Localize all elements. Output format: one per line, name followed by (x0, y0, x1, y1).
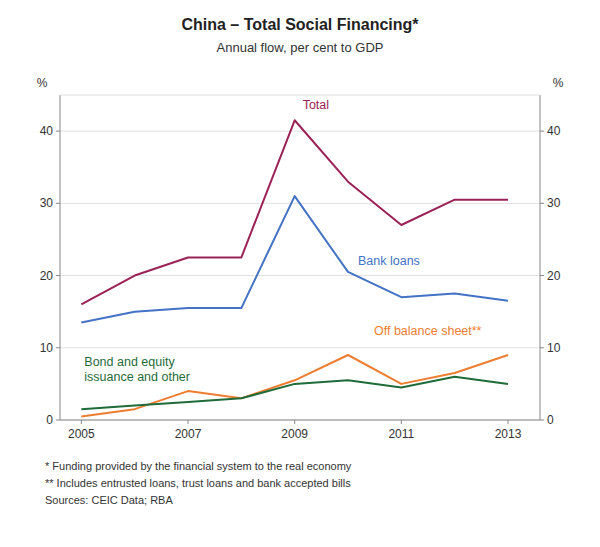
x-tick-label: 2011 (388, 427, 414, 441)
y2-tick (540, 203, 544, 204)
x-tick-label: 2005 (68, 427, 95, 441)
x-tick-label: 2013 (495, 427, 522, 441)
y2-tick (540, 347, 544, 348)
direct-labels: Total Bank loans Off balance sheet** Bond a… (84, 98, 481, 383)
y-tick (56, 131, 60, 132)
y2-tick-label: 10 (547, 341, 561, 355)
series-line (81, 355, 508, 416)
series-label: Off balance sheet** (374, 324, 482, 338)
y-tick (56, 347, 60, 348)
series-label: Bond and equityissuance and other (84, 355, 190, 384)
y-axis-label: % (37, 76, 48, 90)
title: China – Total Social Financing* (181, 16, 419, 33)
y-tick-label: 0 (46, 413, 53, 427)
x-tick-label: 2007 (175, 427, 202, 441)
footnote: Sources: CEIC Data; RBA (45, 494, 173, 506)
y-axis-line (60, 95, 61, 420)
x-tick (401, 420, 402, 424)
y-tick-label: 40 (40, 124, 54, 138)
grid (60, 131, 540, 420)
y2-axis-label: % (553, 76, 564, 90)
y2-tick (540, 275, 544, 276)
series-lines (81, 120, 508, 416)
x-axis-line (60, 420, 540, 421)
grid-line (60, 347, 540, 348)
x-tick (294, 420, 295, 424)
series-label: Bank loans (358, 254, 420, 268)
chart: China – Total Social Financing* Annual fl… (0, 0, 600, 547)
x-tick (188, 420, 189, 424)
y2-tick-label: 30 (547, 196, 561, 210)
series-line (81, 120, 508, 304)
y2-axis-line (540, 95, 541, 420)
y-tick (56, 420, 60, 421)
footnote: ** Includes entrusted loans, trust loans… (45, 477, 351, 489)
x-tick-label: 2009 (281, 427, 308, 441)
grid-line (60, 420, 540, 421)
series-line (81, 196, 508, 322)
grid-line (60, 131, 540, 132)
footnote: * Funding provided by the financial syst… (45, 460, 352, 472)
plot-top-line (60, 95, 540, 96)
y2-tick-label: 20 (547, 269, 561, 283)
y-tick (56, 203, 60, 204)
x-tick (81, 420, 82, 424)
y2-tick (540, 131, 544, 132)
y2-tick-label: 40 (547, 124, 561, 138)
axes: 0 10 20 30 40 0 10 20 30 40 2005 2007 2009 2011 2013 (40, 95, 561, 441)
x-tick (508, 420, 509, 424)
y2-tick (540, 420, 544, 421)
series-label: Total (303, 98, 329, 112)
y-tick-label: 20 (40, 269, 54, 283)
y-tick-label: 30 (40, 196, 54, 210)
subtitle: Annual flow, per cent to GDP (217, 40, 384, 55)
y-tick (56, 275, 60, 276)
y-tick-label: 10 (40, 341, 54, 355)
y2-tick-label: 0 (547, 413, 554, 427)
